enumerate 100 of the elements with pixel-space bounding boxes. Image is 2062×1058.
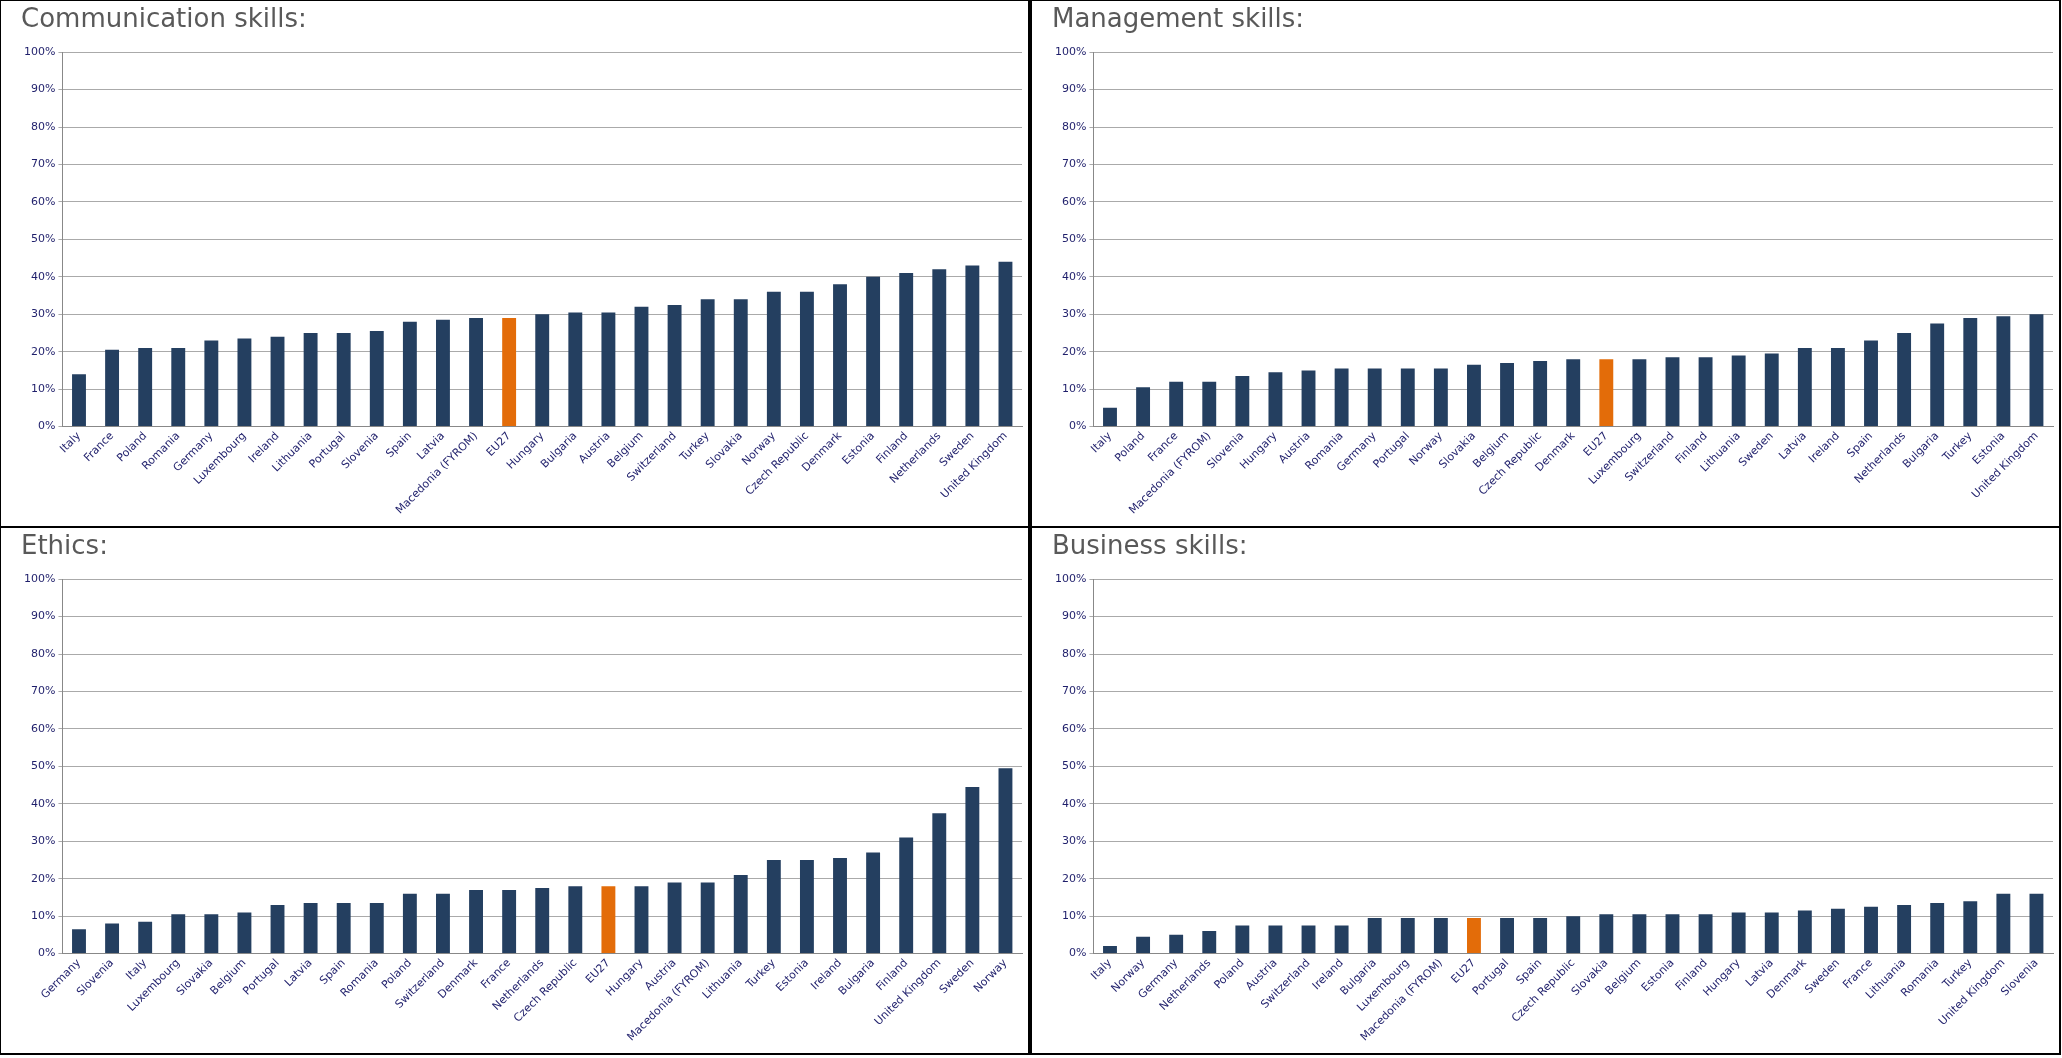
bar (1996, 893, 2011, 954)
bar (1731, 355, 1746, 427)
bar (899, 837, 914, 954)
bar (1367, 368, 1382, 427)
bar (105, 349, 120, 427)
bar (2029, 893, 2044, 954)
bar (1963, 901, 1978, 954)
bar (1334, 368, 1349, 427)
bar (1764, 353, 1779, 427)
y-tick-label: 70% (30, 684, 56, 698)
y-tick-label: 40% (1061, 269, 1087, 283)
bar (1930, 323, 1945, 427)
bar (1533, 918, 1548, 954)
y-tick-label: 0% (37, 946, 56, 960)
bar (1566, 916, 1581, 954)
bar (1433, 918, 1448, 954)
bar (1665, 914, 1680, 954)
y-tick-label: 90% (1061, 609, 1087, 623)
bar (700, 299, 715, 427)
bar (766, 859, 781, 954)
bar (1996, 316, 2011, 427)
bar (1202, 381, 1217, 427)
y-tick-label: 30% (1061, 834, 1087, 848)
bar (866, 852, 881, 954)
y-tick-label: 20% (30, 344, 56, 358)
bar (1103, 946, 1117, 954)
bar (204, 914, 219, 954)
y-tick-label: 100% (1054, 45, 1087, 59)
bar (105, 923, 120, 954)
y-tick-label: 70% (30, 157, 56, 171)
y-tick-label: 30% (30, 834, 56, 848)
bar (1301, 925, 1316, 954)
bar (270, 336, 285, 427)
bar (1566, 359, 1581, 427)
bar (667, 882, 682, 954)
bar (833, 284, 847, 427)
bar (1169, 934, 1184, 954)
bar (369, 903, 384, 954)
y-tick-label: 20% (30, 871, 56, 885)
bar (336, 903, 351, 954)
bar (204, 340, 219, 427)
y-tick-label: 100% (23, 572, 56, 586)
chart-title: Management skills: (1052, 3, 1305, 34)
bar (899, 273, 914, 427)
bar (72, 374, 86, 427)
y-tick-label: 10% (30, 381, 56, 395)
y-tick-label: 90% (1061, 82, 1087, 96)
y-tick-label: 80% (30, 646, 56, 660)
bar (1235, 925, 1250, 954)
y-tick-label: 30% (1061, 307, 1087, 321)
bar (1433, 368, 1448, 427)
bar (1500, 362, 1514, 427)
bar (1467, 918, 1481, 954)
bar (1500, 918, 1514, 954)
bar (1268, 372, 1283, 427)
y-tick-label: 80% (30, 119, 56, 133)
bar (998, 261, 1013, 427)
y-tick-label: 100% (23, 45, 56, 59)
bar (1301, 370, 1316, 427)
bar (1334, 925, 1349, 954)
bar (436, 893, 450, 954)
y-tick-label: 50% (1061, 232, 1087, 246)
y-tick-label: 80% (1061, 646, 1087, 660)
bar (402, 893, 417, 954)
bar (502, 318, 517, 427)
bar (733, 874, 748, 954)
y-tick-label: 50% (1061, 759, 1087, 773)
bar (1533, 361, 1548, 427)
y-tick-label: 0% (37, 419, 56, 433)
y-tick-label: 70% (1061, 157, 1087, 171)
bar (1830, 347, 1845, 427)
bar (1632, 914, 1647, 954)
bar (402, 321, 417, 427)
chart-title: Business skills: (1052, 530, 1248, 561)
chart-title: Communication skills: (21, 3, 307, 34)
bar (1731, 912, 1746, 954)
bar (601, 312, 616, 427)
y-tick-label: 0% (1068, 946, 1087, 960)
bar (369, 331, 384, 427)
bar (336, 332, 351, 427)
y-tick-label: 60% (30, 721, 56, 735)
bar (1797, 347, 1812, 427)
y-tick-label: 40% (30, 269, 56, 283)
bar (171, 914, 186, 954)
y-tick-label: 40% (1061, 796, 1087, 810)
bar (700, 882, 715, 954)
bar (270, 904, 285, 954)
bar (1599, 359, 1614, 427)
bar (1864, 340, 1878, 427)
y-tick-label: 60% (30, 194, 56, 208)
bar (1400, 918, 1415, 954)
y-tick-label: 10% (1061, 908, 1087, 922)
bar (1136, 387, 1151, 427)
bar (535, 314, 550, 427)
bar (535, 888, 550, 954)
bar (965, 786, 980, 954)
bar (1268, 925, 1283, 954)
bar (1797, 910, 1812, 954)
y-tick-label: 60% (1061, 721, 1087, 735)
bar (1400, 368, 1415, 427)
